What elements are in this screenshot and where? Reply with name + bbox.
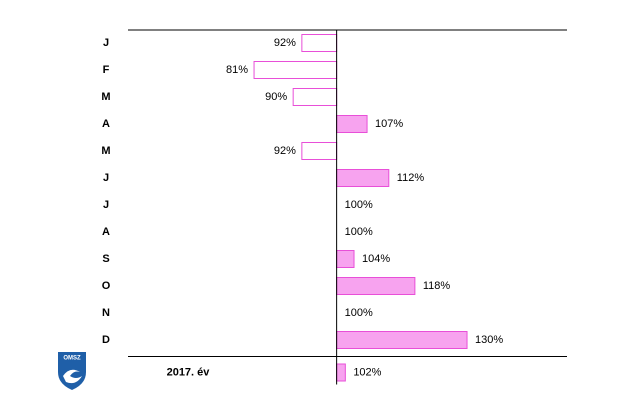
bar [336, 250, 355, 268]
category-label: M [101, 91, 110, 103]
logo: OMSZ [58, 352, 86, 390]
bar [292, 88, 338, 106]
value-label: 130% [475, 334, 503, 346]
total-label: 2017. év [167, 366, 211, 378]
value-label: 92% [274, 145, 296, 157]
bar [336, 277, 416, 295]
value-label: 104% [362, 253, 390, 265]
value-label: 100% [345, 307, 373, 319]
bar [336, 115, 368, 133]
value-label: 92% [274, 37, 296, 49]
category-label: N [102, 307, 110, 319]
logo-wave [63, 369, 82, 384]
value-label: 100% [345, 226, 373, 238]
bar [301, 142, 338, 160]
logo-text: OMSZ [63, 356, 81, 362]
category-label: F [103, 64, 110, 76]
bar [301, 34, 338, 52]
category-label: A [102, 118, 110, 130]
category-label: S [102, 253, 109, 265]
value-label: 100% [345, 199, 373, 211]
category-label: A [102, 226, 110, 238]
bar [336, 331, 468, 349]
category-label: O [102, 280, 111, 292]
value-label: 81% [226, 64, 248, 76]
category-label: J [103, 37, 109, 49]
value-label: 102% [353, 366, 381, 378]
value-label: 118% [423, 280, 451, 292]
value-label: 107% [375, 118, 403, 130]
bar [336, 169, 390, 187]
bar [336, 363, 346, 382]
value-label: 112% [397, 172, 425, 184]
bar [253, 61, 338, 79]
category-label: M [101, 145, 110, 157]
category-label: J [103, 199, 109, 211]
value-label: 90% [265, 91, 287, 103]
category-label: D [102, 334, 110, 346]
category-label: J [103, 172, 109, 184]
